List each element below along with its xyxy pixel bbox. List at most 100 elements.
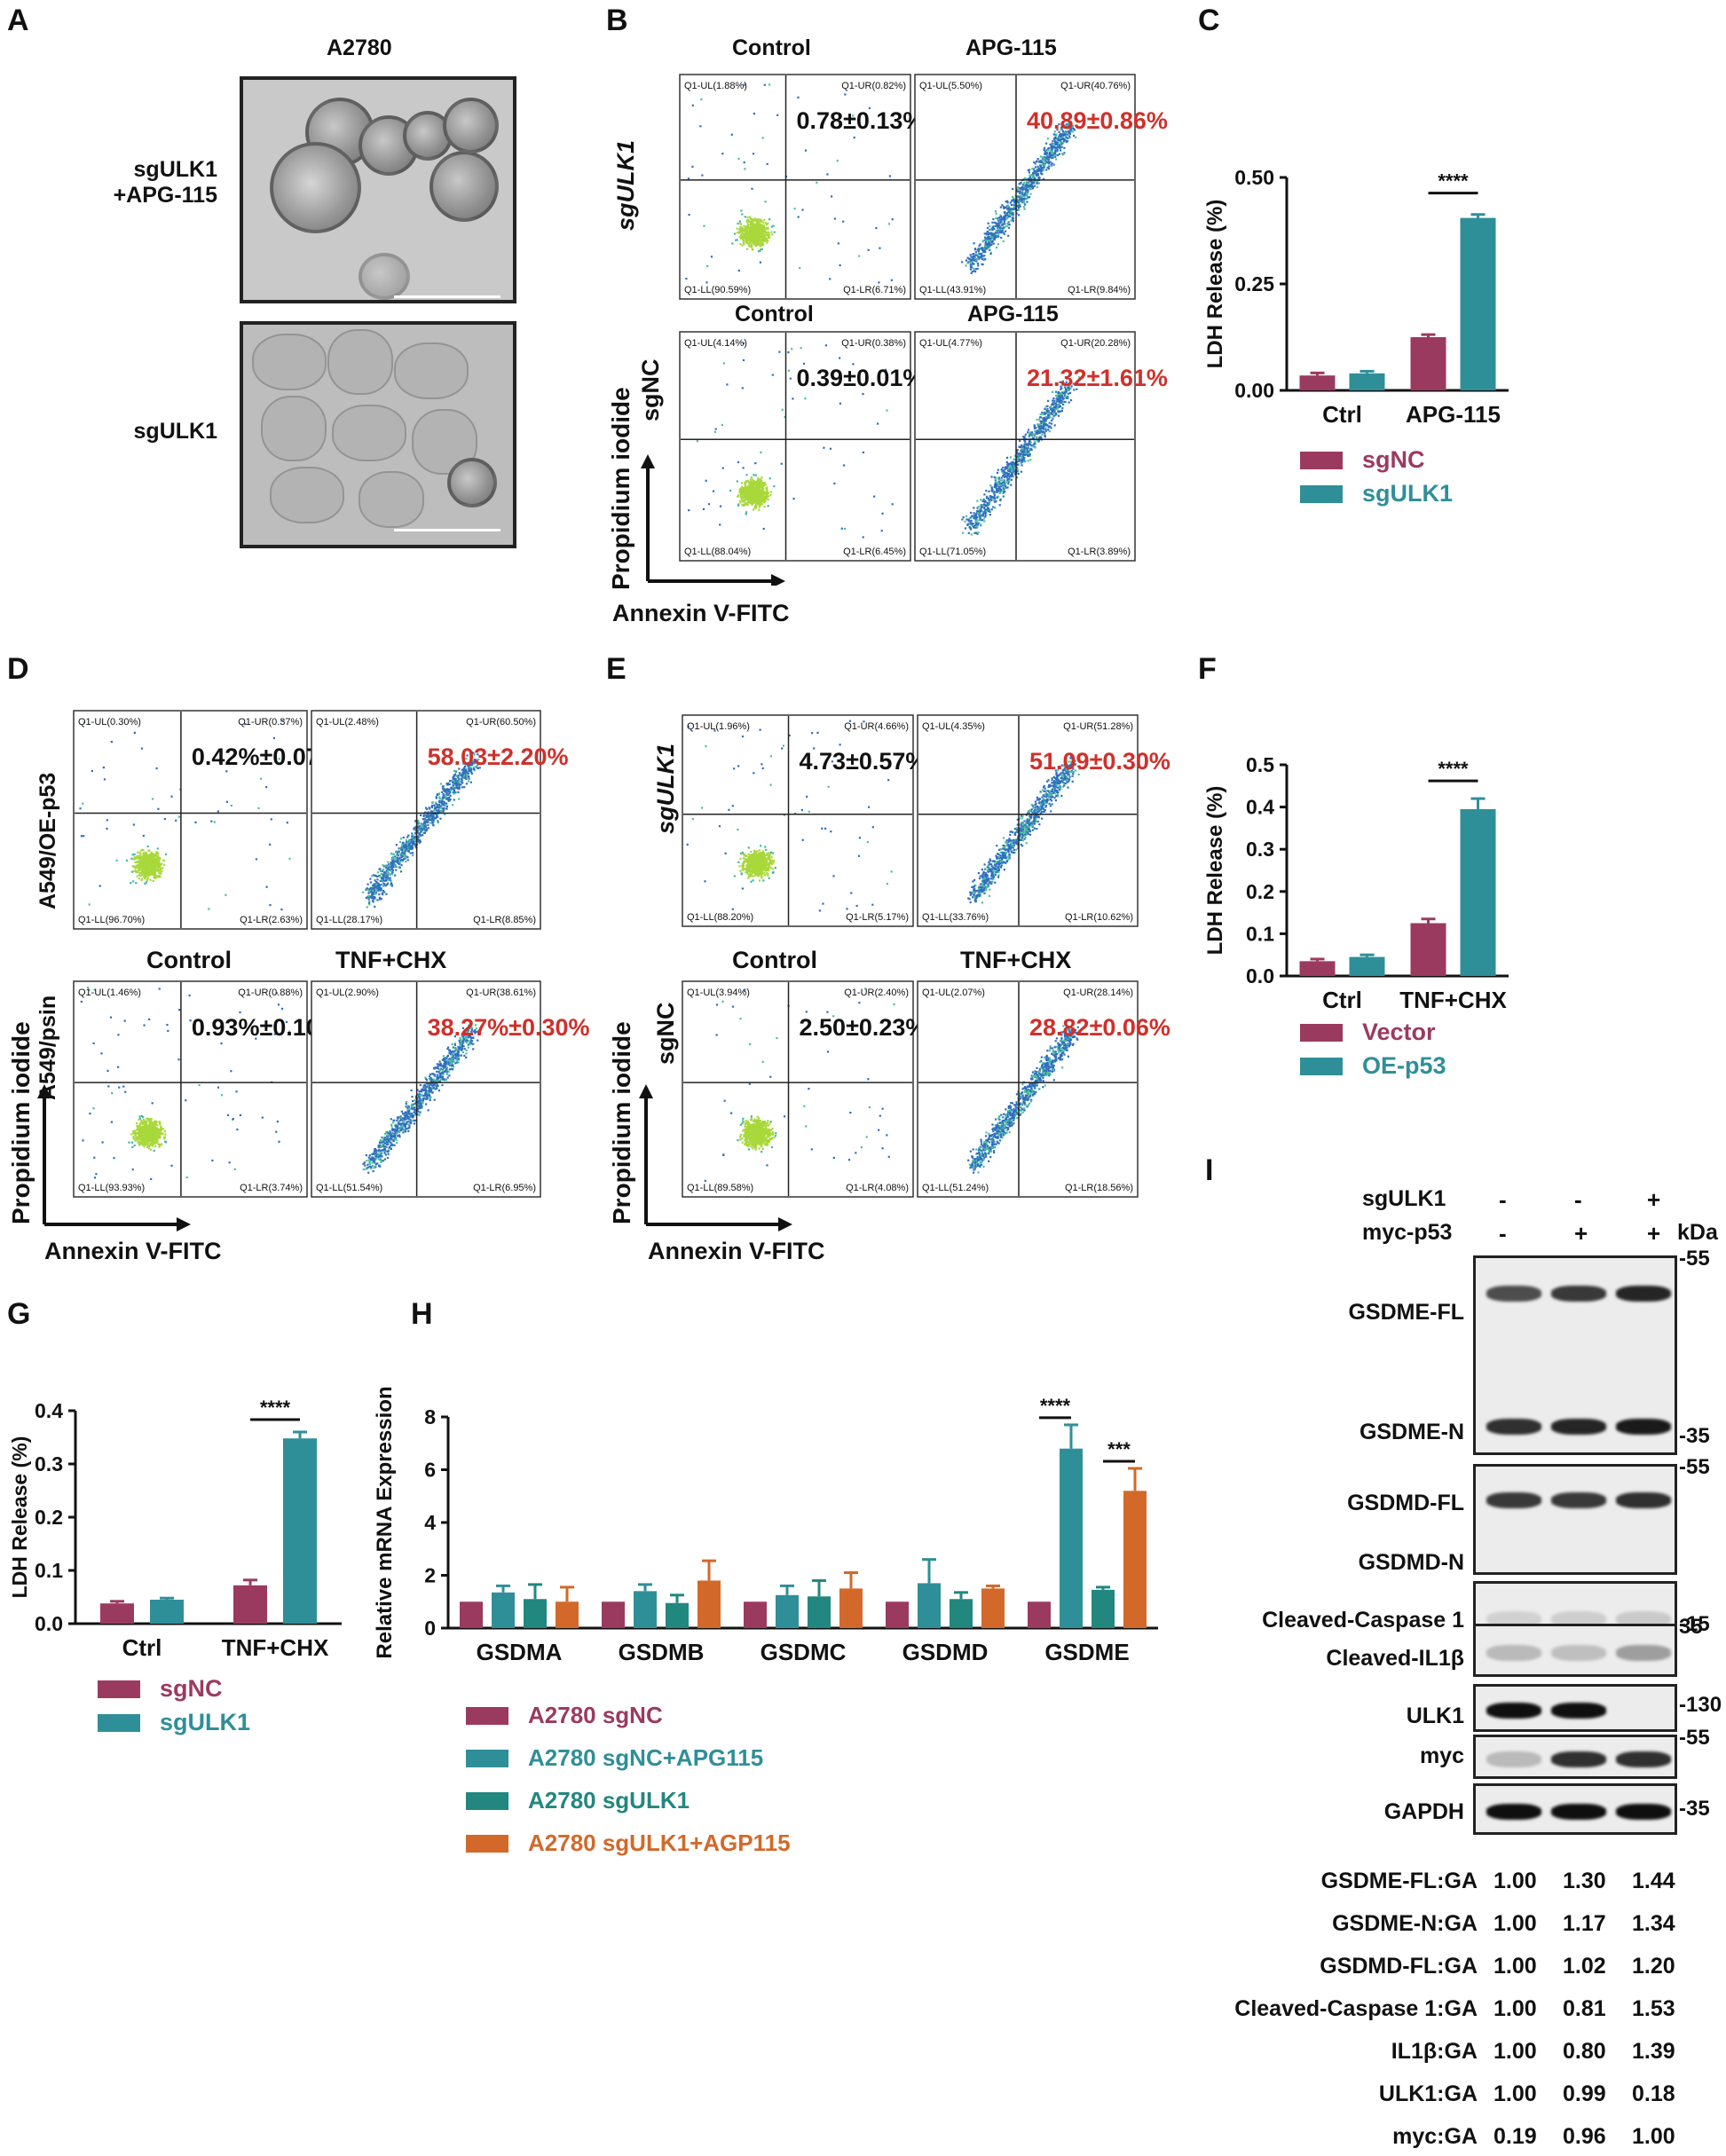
flow-event-dot xyxy=(737,269,740,272)
flow-event-dot xyxy=(840,527,843,530)
flow-event-dot xyxy=(878,281,880,284)
flow-event-dot xyxy=(398,840,402,844)
flow-event-dot xyxy=(749,216,752,219)
flow-event-dot xyxy=(433,807,436,810)
flow-event-dot xyxy=(1023,181,1026,184)
flow-event-dot xyxy=(428,807,430,809)
flow-event-dot xyxy=(749,482,752,484)
flow-event-dot xyxy=(1070,385,1073,388)
flow-event-dot xyxy=(1052,397,1055,400)
flow-event-dot xyxy=(999,214,1002,216)
flow-event-dot xyxy=(973,248,976,250)
flow-event-dot xyxy=(989,510,991,513)
flow-event-dot xyxy=(1048,155,1051,158)
flow-event-dot xyxy=(1023,436,1026,438)
flow-event-dot xyxy=(1008,466,1011,468)
flow-event-dot xyxy=(208,908,210,910)
flow-event-dot xyxy=(1065,388,1068,390)
flow-event-dot xyxy=(1037,161,1040,163)
flow-event-dot xyxy=(414,838,416,840)
flow-event-dot xyxy=(288,857,291,860)
flow-event-dot xyxy=(1033,179,1036,182)
flow-event-dot xyxy=(1049,161,1052,163)
y-tick-label: 0.25 xyxy=(1234,272,1274,295)
flow-event-dot xyxy=(745,503,748,506)
flow-event-dot xyxy=(999,485,1002,488)
flow-event-dot xyxy=(138,857,140,860)
flow-event-dot xyxy=(373,890,375,893)
flow-event-dot xyxy=(140,861,143,863)
flow-event-dot xyxy=(1028,177,1030,180)
flow-event-dot xyxy=(1063,390,1066,393)
flow-event-dot xyxy=(156,867,159,869)
flow-event-dot xyxy=(1023,453,1026,457)
flow-event-dot xyxy=(762,239,765,241)
flow-event-dot xyxy=(752,238,754,240)
flow-event-dot xyxy=(996,217,999,220)
flow-event-dot xyxy=(891,503,894,506)
flow-event-dot xyxy=(974,516,977,519)
flow-event-dot xyxy=(450,787,453,790)
flow-event-dot xyxy=(1043,148,1045,151)
quadrant-ur-label: Q1-UR(40.76%) xyxy=(1060,81,1131,91)
flow-event-dot xyxy=(1013,470,1015,473)
flow-event-dot xyxy=(1027,445,1029,447)
flow-event-dot xyxy=(1026,185,1029,188)
flow-event-dot xyxy=(1048,161,1051,164)
flow-event-dot xyxy=(1012,195,1014,198)
flow-event-dot xyxy=(989,224,991,227)
flow-event-dot xyxy=(735,239,737,241)
flow-event-dot xyxy=(389,866,392,869)
flow-event-dot xyxy=(1016,468,1019,471)
flow-event-dot xyxy=(386,872,389,875)
flow-event-dot xyxy=(746,248,749,250)
flow-event-dot xyxy=(1027,452,1029,455)
flow-event-dot xyxy=(1055,146,1058,149)
flow-event-dot xyxy=(400,838,403,840)
flow-event-dot xyxy=(1011,472,1013,475)
flow-event-dot xyxy=(1066,127,1068,130)
flow-event-dot xyxy=(748,487,751,490)
flow-event-dot xyxy=(382,869,385,871)
flow-event-dot xyxy=(804,149,808,152)
flow-event-dot xyxy=(1009,456,1013,459)
flow-event-dot xyxy=(143,865,146,868)
flow-event-dot xyxy=(984,245,987,248)
flow-event-dot xyxy=(430,804,434,807)
flow-event-dot xyxy=(453,782,455,784)
flow-event-dot xyxy=(102,767,105,769)
flow-event-dot xyxy=(837,242,839,245)
flow-event-dot xyxy=(142,852,146,854)
flow-event-dot xyxy=(970,519,973,522)
flow-event-dot xyxy=(745,235,748,238)
flow-event-dot xyxy=(752,233,754,236)
flow-event-dot xyxy=(400,848,404,851)
flow-event-dot xyxy=(445,791,448,794)
flow-event-dot xyxy=(154,864,158,867)
flow-event-dot xyxy=(752,153,755,155)
flow-event-dot xyxy=(423,821,426,823)
flow-event-dot xyxy=(829,278,831,280)
flow-event-dot xyxy=(862,536,864,539)
flow-event-dot xyxy=(445,794,447,797)
flow-event-dot xyxy=(1028,429,1030,431)
flow-event-dot xyxy=(792,397,794,400)
flow-event-dot xyxy=(385,869,388,872)
flow-event-dot xyxy=(1044,434,1046,437)
flow-event-dot xyxy=(1007,213,1010,216)
flow-event-dot xyxy=(143,854,146,856)
quadrant-lr-label: Q1-LR(2.63%) xyxy=(240,915,303,925)
flow-event-dot xyxy=(385,893,388,895)
flow-event-dot xyxy=(1023,445,1026,449)
flow-event-dot xyxy=(1013,207,1016,209)
flow-event-dot xyxy=(390,884,393,886)
flow-event-dot xyxy=(1036,429,1038,432)
flow-plot-svg: Q1-UL(5.50%) Q1-UR(40.76%)Q1-LL(43.91%) Q1… xyxy=(914,74,1136,300)
flow-event-dot xyxy=(218,761,221,764)
flow-event-dot xyxy=(1051,148,1053,151)
flow-event-dot xyxy=(456,782,459,784)
flow-event-dot xyxy=(750,495,753,498)
flow-event-dot xyxy=(418,838,422,841)
flow-event-dot xyxy=(1051,410,1053,413)
flow-event-dot xyxy=(373,898,375,901)
